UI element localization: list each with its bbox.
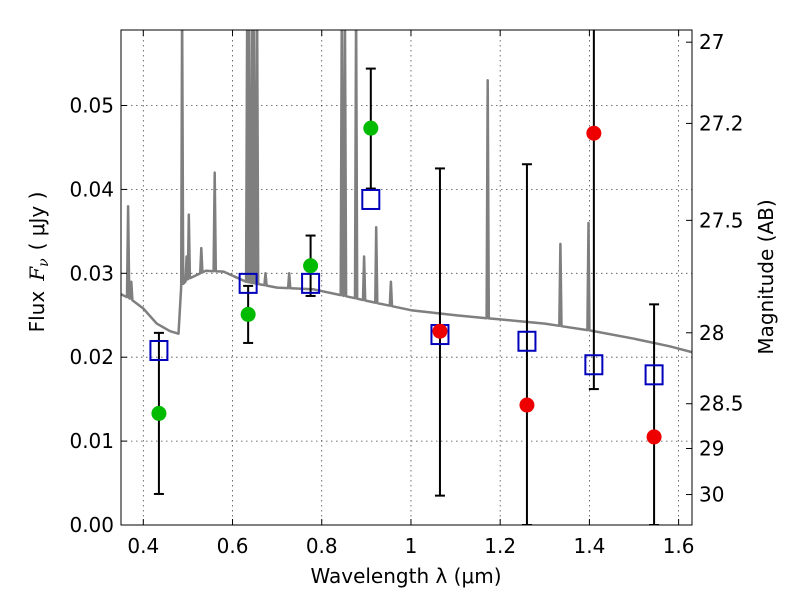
magnitude-tick-label: 27.2 [699,111,744,135]
x-tick-label: 0.6 [217,534,249,558]
y-tick-label: 0.01 [69,429,114,453]
magnitude-tick-label: 27.5 [699,208,744,232]
model-photometry-marker [238,272,258,294]
magnitude-tick-label: 30 [699,483,724,507]
model-photometry-marker [361,188,381,210]
upper-limit-point [646,429,662,445]
x-tick-label: 1 [405,534,418,558]
model-photometry-marker [301,272,321,294]
observed-points [151,120,662,445]
y-axis-label-unit: ( μJy ) [25,192,49,251]
y-axis-label-left: Flux Fν ( μJy ) [25,192,52,333]
model-photometry-marker [149,339,169,361]
y-axis-label-right: Magnitude (AB) [754,199,778,354]
y-tick-label: 0.02 [69,345,114,369]
upper-limit-point [519,397,535,413]
model-sed-line [121,30,692,354]
y-tick-label: 0.03 [69,261,114,285]
magnitude-tick-label: 29 [699,436,724,460]
magnitude-tick-label: 28 [699,321,724,345]
x-tick-label: 1.2 [484,534,516,558]
x-axis-label: Wavelength λ (μm) [310,564,501,588]
upper-limit-point [432,323,448,339]
upper-limit-point [586,125,602,141]
detection-point [240,306,256,322]
grid [121,30,692,526]
magnitude-tick-label: 28.5 [699,392,744,416]
x-tick-label: 1.6 [663,534,695,558]
x-tick-label: 0.8 [306,534,338,558]
detection-point [303,258,319,274]
x-tick-label: 0.4 [127,534,159,558]
plot-area [121,30,692,525]
detection-point [151,405,167,421]
model-photometry-points [149,188,664,386]
y-tick-label: 0.05 [69,94,114,118]
y-axis-label-subscript: ν [36,258,52,267]
model-photometry-marker [644,364,664,386]
y-axis-label-symbol: F [25,266,49,282]
magnitude-tick-label: 27 [699,30,724,54]
axis-ticks: 0.4 0.6 0.8 1 1.2 1.4 1.6 0.00 0.01 0.02 0.03 0.04 0… [69,30,744,558]
model-photometry-marker [584,354,604,376]
detection-point [363,120,379,136]
y-axis-label-prefix: Flux [25,291,49,333]
y-tick-label: 0.00 [69,513,114,537]
y-tick-label: 0.04 [69,177,114,201]
x-tick-label: 1.4 [573,534,605,558]
model-photometry-marker [517,330,537,352]
plot-frame [120,29,693,526]
